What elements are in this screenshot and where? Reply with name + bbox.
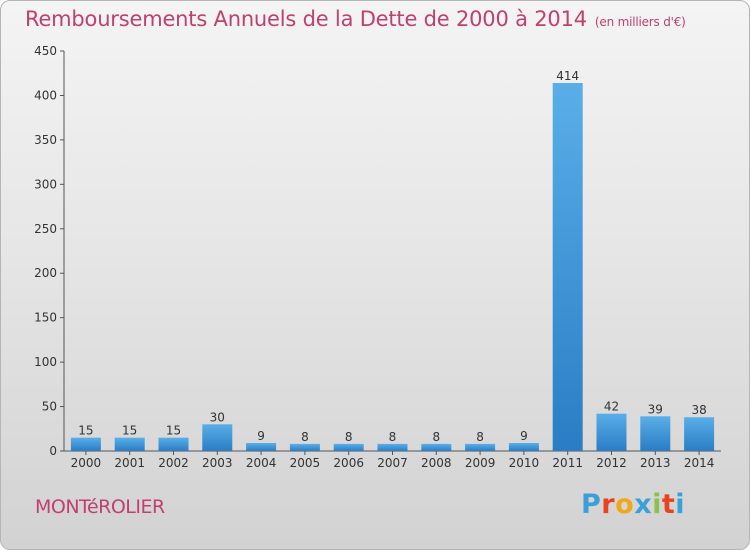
y-tick-label: 100 [34,355,57,369]
x-tick-label: 2007 [377,456,408,470]
bar [421,443,452,451]
bar [377,443,408,451]
x-tick-label: 2010 [509,456,540,470]
bar-value-label: 15 [122,424,137,438]
bar-value-label: 9 [257,429,265,443]
bar [640,416,671,451]
bar [684,417,715,451]
bar-value-label: 8 [389,430,397,444]
bar [289,443,320,451]
bar-value-label: 15 [166,424,181,438]
bar [508,443,539,451]
bar-value-label: 8 [476,430,484,444]
y-tick-label: 150 [34,311,57,325]
logo-letter: x [634,489,653,520]
x-tick-label: 2013 [640,456,671,470]
y-tick-label: 0 [49,444,57,458]
bar [246,443,277,451]
x-tick-label: 2001 [114,456,145,470]
bar [465,443,496,451]
y-tick-label: 450 [34,44,57,58]
x-tick-label: 2009 [465,456,496,470]
x-tick-label: 2004 [246,456,277,470]
bar [158,437,189,451]
x-tick-label: 2006 [333,456,364,470]
y-tick-label: 200 [34,266,57,280]
x-tick-label: 2011 [552,456,583,470]
logo-letter: t [661,489,676,520]
commune-name: MONTéROLIER [35,496,165,518]
bar-value-label: 8 [345,430,353,444]
logo-letter: r [601,489,616,520]
bar [333,443,364,451]
x-tick-label: 2014 [684,456,715,470]
bar [202,424,233,451]
chart-title-text: Remboursements Annuels de la Dette de 20… [25,7,587,31]
bar-value-label: 8 [301,430,309,444]
bar-value-label: 15 [78,424,93,438]
bar-value-label: 8 [432,430,440,444]
x-tick-label: 2012 [596,456,627,470]
x-tick-label: 2008 [421,456,452,470]
chart-unit: (en milliers d'€) [594,15,686,29]
logo-letter: o [615,489,635,520]
logo-letter: i [652,489,662,520]
logo-letter: P [581,489,602,520]
bar-value-label: 39 [648,402,663,416]
bar [114,437,145,451]
y-tick-label: 250 [34,222,57,236]
y-tick-label: 50 [42,400,57,414]
chart-title: Remboursements Annuels de la Dette de 20… [25,7,686,31]
bar-value-label: 42 [604,400,619,414]
bar [70,437,101,451]
bar [552,83,583,451]
x-tick-label: 2000 [71,456,102,470]
x-tick-label: 2005 [290,456,321,470]
y-tick-label: 400 [34,88,57,102]
logo-letter: i [675,489,686,520]
y-tick-label: 300 [34,177,57,191]
x-tick-label: 2002 [158,456,189,470]
bar-value-label: 38 [691,403,706,417]
x-tick-label: 2003 [202,456,233,470]
bar-value-label: 30 [210,410,225,424]
bar-value-label: 414 [556,69,579,83]
proxiti-logo: Proxiti [581,489,685,520]
y-tick-label: 350 [34,133,57,147]
bar [596,413,627,451]
bar-value-label: 9 [520,429,528,443]
